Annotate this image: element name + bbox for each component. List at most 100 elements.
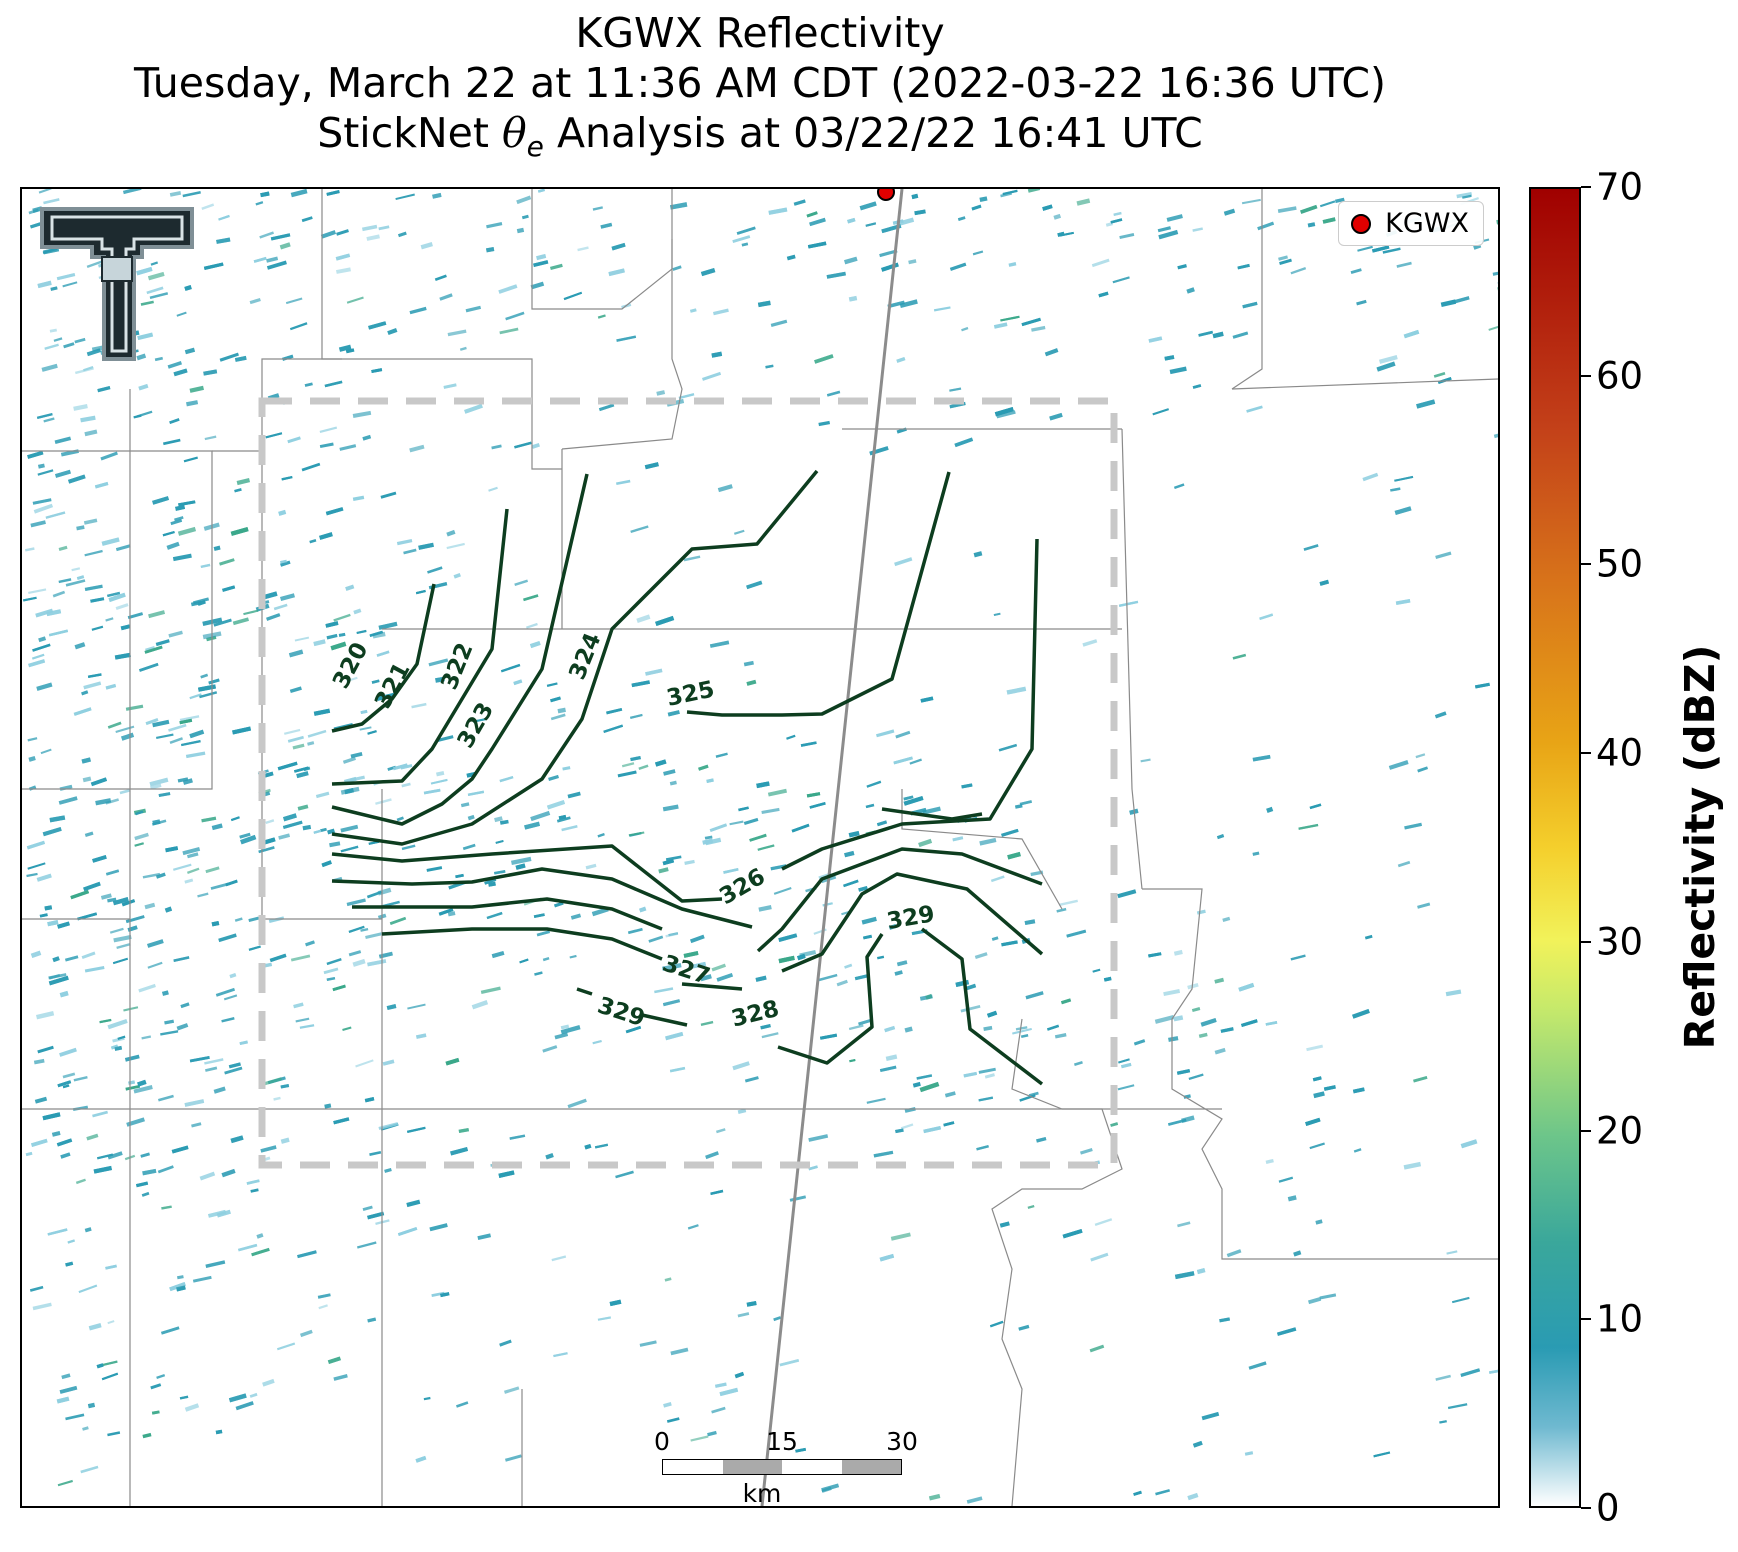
reflectivity-gate	[690, 308, 697, 313]
reflectivity-gate	[367, 959, 387, 967]
title-line-3: StickNet θe Analysis at 03/22/22 16:41 U…	[0, 108, 1520, 172]
reflectivity-gate	[50, 286, 58, 291]
reflectivity-gate	[746, 580, 763, 590]
reflectivity-gate	[415, 1455, 427, 1463]
reflectivity-gate	[52, 590, 66, 598]
reflectivity-gate	[112, 957, 129, 965]
reflectivity-gate	[741, 242, 749, 247]
reflectivity-gate	[922, 806, 941, 815]
reflectivity-gate	[389, 916, 407, 925]
reflectivity-gate	[1008, 262, 1017, 267]
reflectivity-gate	[156, 733, 174, 740]
reflectivity-gate	[253, 256, 267, 263]
reflectivity-gate	[319, 442, 334, 449]
reflectivity-gate	[439, 293, 453, 301]
reflectivity-gate	[584, 1143, 592, 1150]
reflectivity-gate	[45, 511, 66, 519]
reflectivity-gate	[550, 696, 561, 703]
reflectivity-gate	[1192, 227, 1203, 232]
contour-line	[331, 583, 436, 733]
reflectivity-gate	[585, 863, 597, 870]
reflectivity-gate	[1379, 355, 1398, 364]
reflectivity-gate	[1220, 1027, 1234, 1033]
reflectivity-gate	[90, 597, 105, 603]
reflectivity-gate	[1110, 1122, 1119, 1127]
reflectivity-gate	[76, 575, 85, 580]
reflectivity-gate	[160, 1326, 180, 1335]
reflectivity-gate	[446, 529, 456, 537]
reflectivity-gate	[246, 1179, 260, 1185]
reflectivity-gate	[786, 254, 796, 261]
kgwx-radar-site[interactable]	[877, 189, 895, 201]
colorbar-tick-mark	[1581, 940, 1591, 943]
county-line	[1121, 428, 1143, 890]
reflectivity-gate	[157, 1165, 174, 1174]
reflectivity-gate	[321, 860, 332, 868]
reflectivity-gate	[1200, 1018, 1217, 1027]
reflectivity-gate	[761, 807, 780, 814]
reflectivity-gate	[1117, 889, 1137, 899]
reflectivity-gate	[608, 268, 625, 277]
reflectivity-gate	[854, 974, 869, 981]
reflectivity-gate	[480, 986, 501, 995]
reflectivity-gate	[542, 956, 550, 962]
reflectivity-gate	[427, 566, 443, 574]
reflectivity-gate	[598, 403, 615, 412]
reflectivity-gate	[1237, 263, 1250, 270]
reflectivity-gate	[284, 728, 301, 735]
reflectivity-gate	[656, 390, 666, 396]
reflectivity-gate	[758, 904, 772, 912]
reflectivity-gate	[1372, 245, 1390, 253]
reflectivity-gate	[324, 1103, 332, 1109]
reflectivity-gate	[166, 541, 180, 550]
title-line-1: KGWX Reflectivity	[575, 9, 945, 57]
reflectivity-gate	[326, 190, 340, 196]
title-line-3-prefix: StickNet	[317, 109, 502, 157]
reflectivity-gate	[80, 1465, 99, 1474]
reflectivity-gate	[416, 1033, 427, 1039]
reflectivity-gate	[326, 976, 336, 981]
reflectivity-gate	[1488, 325, 1498, 331]
reflectivity-gate	[177, 1275, 184, 1280]
contour-label-328: 328	[729, 996, 782, 1033]
reflectivity-gate	[1440, 299, 1457, 307]
reflectivity-gate	[65, 955, 79, 962]
reflectivity-gate	[1056, 907, 1067, 913]
reflectivity-gate	[716, 973, 734, 982]
reflectivity-gate	[690, 934, 705, 944]
reflectivity-gate	[338, 632, 346, 637]
reflectivity-gate	[109, 927, 124, 934]
reflectivity-gate	[1027, 1204, 1035, 1209]
reflectivity-gate	[108, 592, 126, 603]
reflectivity-gate	[665, 855, 682, 861]
reflectivity-gate	[465, 305, 482, 313]
reflectivity-gate	[818, 420, 831, 427]
reflectivity-gate	[919, 1081, 940, 1093]
reflectivity-gate	[169, 1281, 186, 1292]
contour-line	[331, 508, 509, 786]
reflectivity-gate	[423, 788, 441, 795]
reflectivity-gate	[62, 1084, 70, 1089]
reflectivity-gate	[119, 788, 131, 795]
reflectivity-gate	[279, 242, 291, 250]
reflectivity-gate	[293, 1002, 304, 1009]
reflectivity-gate	[329, 841, 341, 848]
reflectivity-gate	[90, 777, 108, 787]
reflectivity-gate	[1187, 1492, 1199, 1501]
reflectivity-gate	[297, 1250, 317, 1259]
reflectivity-gate	[1090, 1252, 1109, 1262]
reflectivity-gate	[58, 796, 78, 805]
reflectivity-gate	[105, 1264, 117, 1270]
reflectivity-gate	[151, 1410, 160, 1415]
reflectivity-gate	[1315, 1219, 1323, 1225]
reflectivity-gate	[182, 847, 201, 856]
reflectivity-gate	[423, 1396, 431, 1401]
radar-map[interactable]: 320 321 322 323 324 325 326 327 328 329 …	[20, 187, 1500, 1508]
reflectivity-gate	[894, 970, 903, 976]
reflectivity-gate	[866, 780, 882, 788]
county-line	[561, 189, 683, 450]
reflectivity-gate	[1396, 261, 1412, 268]
reflectivity-gate	[477, 1233, 492, 1241]
reflectivity-gate	[420, 241, 433, 250]
reflectivity-gate	[183, 456, 198, 463]
